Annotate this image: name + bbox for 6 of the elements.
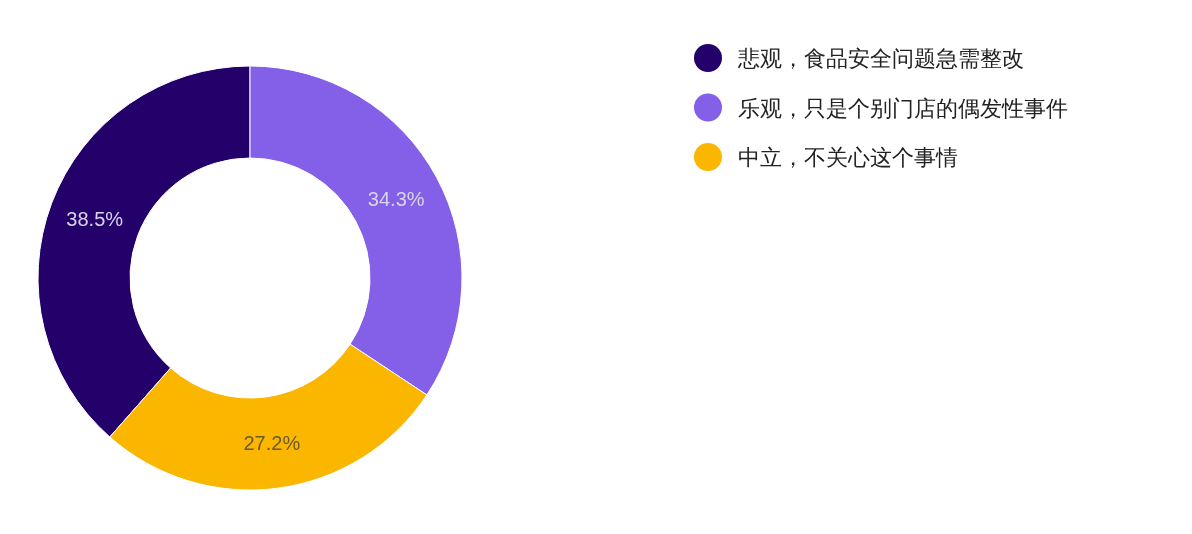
- legend-label: 乐观，只是个别门店的偶发性事件: [738, 95, 1068, 121]
- data-label: 27.2%: [243, 431, 301, 454]
- data-label: 34.3%: [367, 188, 425, 211]
- data-label: 38.5%: [66, 208, 124, 231]
- legend-label: 悲观，食品安全问题急需整改: [737, 46, 1024, 71]
- legend-label: 中立，不关心这个事情: [738, 145, 958, 170]
